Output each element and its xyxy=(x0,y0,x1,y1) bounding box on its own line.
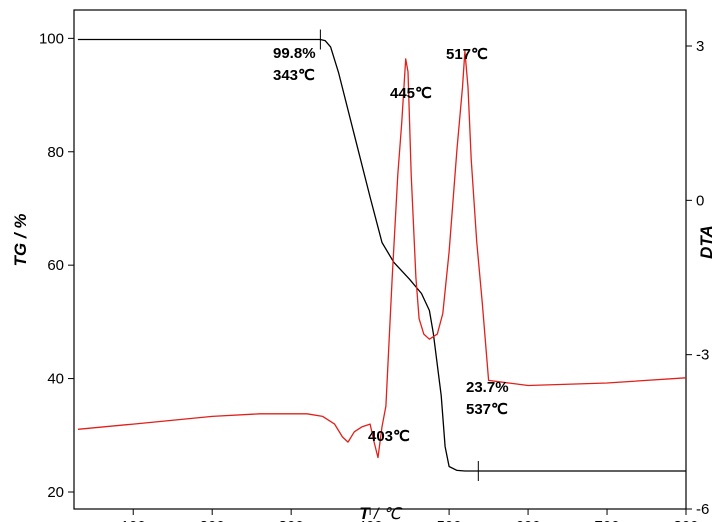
annotation-tg-onset-temp: 343℃ xyxy=(273,67,315,84)
x-tick-label: 800 xyxy=(673,518,698,522)
annotation-tg-onset-percent: 99.8% xyxy=(273,45,316,62)
x-tick-label: 100 xyxy=(121,518,146,522)
left-y-tick-label: 100 xyxy=(39,30,64,47)
right-y-tick-label: 3 xyxy=(696,38,704,55)
x-axis-title-symbol: T xyxy=(359,504,371,522)
x-axis-title-unit: / ℃ xyxy=(370,506,403,522)
x-tick-label: 300 xyxy=(279,518,304,522)
dta-series-line xyxy=(77,50,687,459)
right-y-tick-label: -6 xyxy=(696,501,709,518)
annotation-tg-end-percent: 23.7% xyxy=(466,379,509,396)
plot-frame xyxy=(73,9,687,510)
x-tick-label: 700 xyxy=(595,518,620,522)
left-y-tick-label: 80 xyxy=(47,144,64,161)
x-tick-label: 400 xyxy=(358,518,383,522)
x-tick-label: 500 xyxy=(437,518,462,522)
x-axis-ticks: 100 200 300 400 500 600 700 800 xyxy=(121,509,699,522)
right-y-tick-label: 0 xyxy=(696,192,704,209)
left-y-tick-label: 40 xyxy=(47,371,64,388)
x-tick-label: 200 xyxy=(200,518,225,522)
annotation-tg-end-temp: 537℃ xyxy=(466,401,508,418)
right-y-tick-label: -3 xyxy=(696,347,709,364)
right-y-axis-ticks: -6 -3 0 3 xyxy=(686,38,709,518)
x-axis-title: T / ℃ xyxy=(359,504,403,522)
left-y-tick-label: 20 xyxy=(47,484,64,501)
x-tick-label: 600 xyxy=(516,518,541,522)
annotation-dta-trough-403: 403℃ xyxy=(368,428,410,445)
left-y-axis-ticks: 20 40 60 80 100 xyxy=(39,30,74,501)
series-layer xyxy=(77,38,687,472)
right-y-axis-title: DTA xyxy=(697,225,716,259)
marker-layer xyxy=(319,29,479,482)
annotation-dta-peak-445: 445℃ xyxy=(390,85,432,102)
left-y-tick-label: 60 xyxy=(47,257,64,274)
annotation-dta-peak-517: 517℃ xyxy=(446,46,488,63)
tg-series-line xyxy=(77,38,686,472)
left-y-axis-title: TG / % xyxy=(11,214,30,267)
